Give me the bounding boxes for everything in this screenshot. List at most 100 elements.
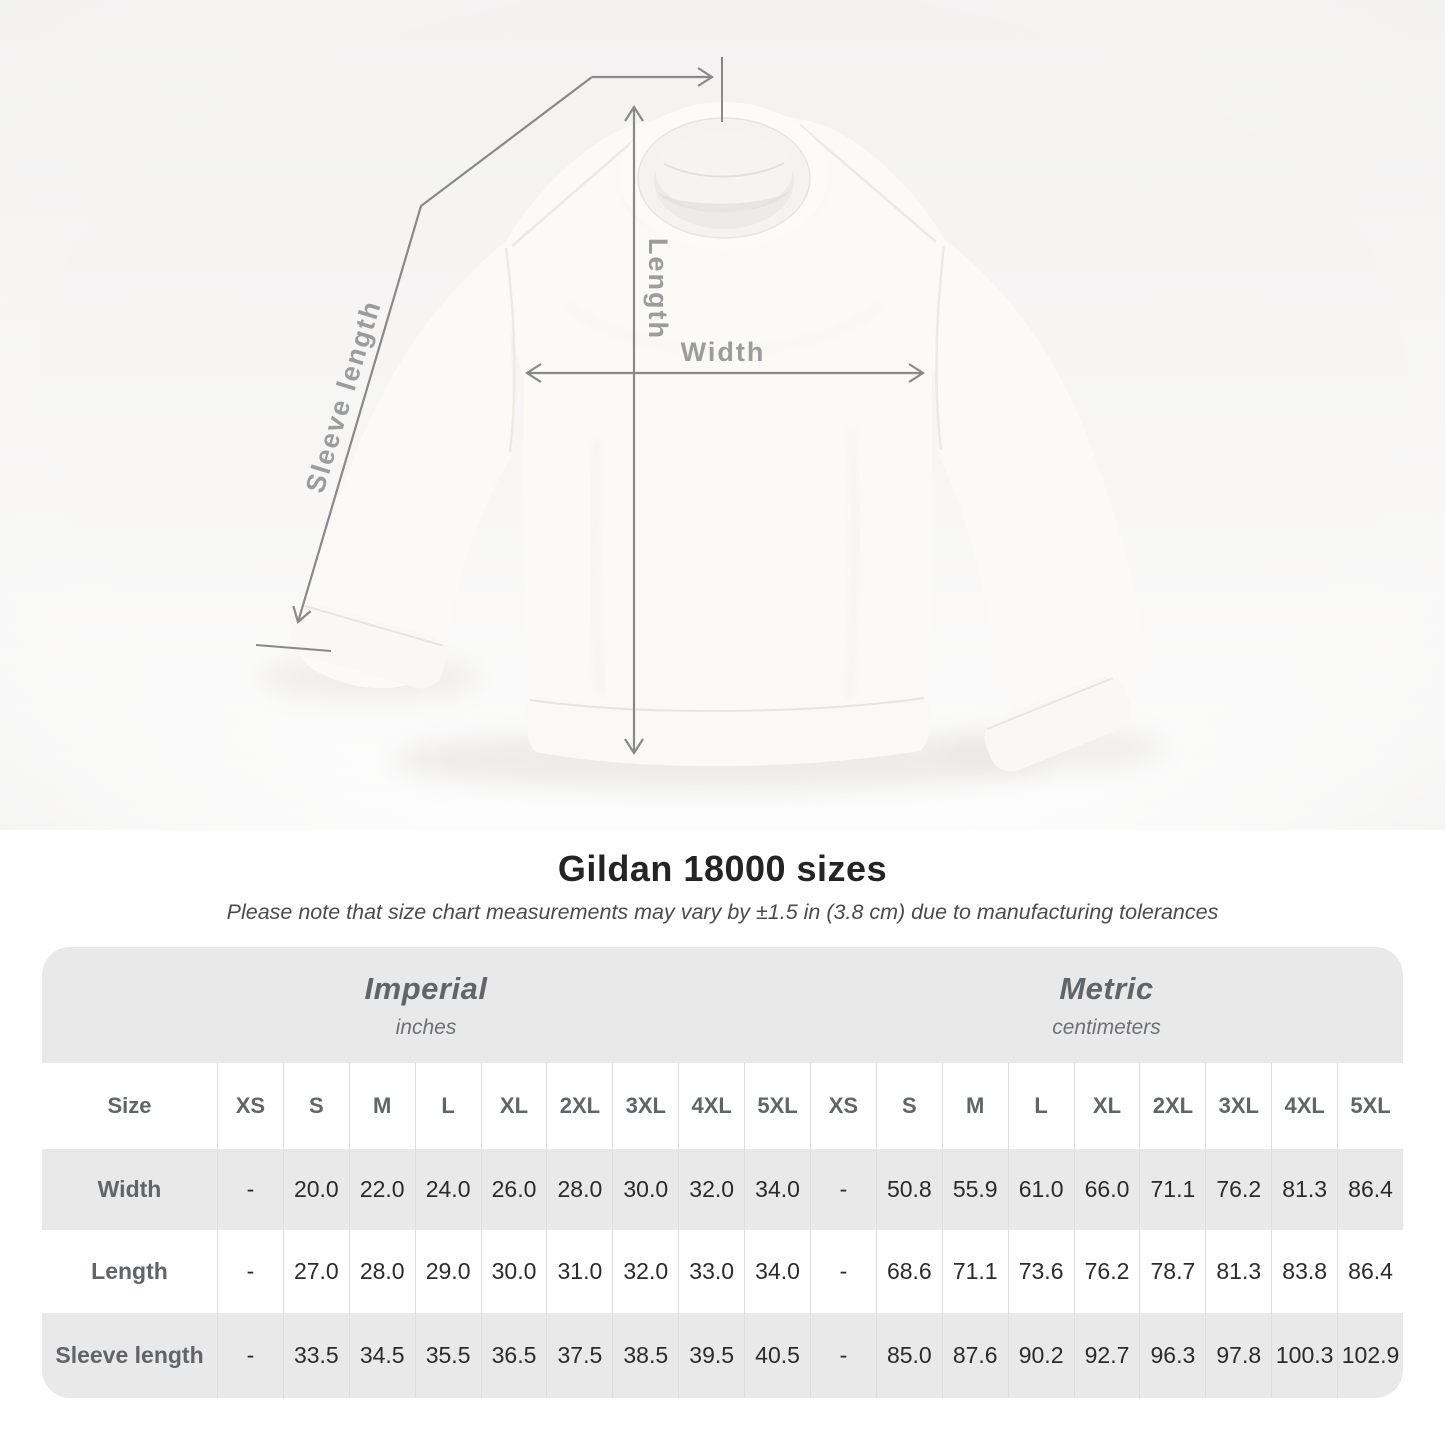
table-cell: - — [809, 1230, 876, 1313]
table-cell: 100.3 — [1271, 1313, 1337, 1398]
table-cell: 83.8 — [1271, 1230, 1337, 1313]
row-label: Sleeve length — [55, 1342, 204, 1368]
table-cell: 33.5 — [282, 1313, 349, 1398]
size-table: Imperial inches Metric centimeters Size X… — [42, 947, 1403, 1398]
size-column-header: M — [941, 1063, 1008, 1149]
table-cell: 86.4 — [1337, 1230, 1403, 1313]
size-column-header: 3XL — [612, 1063, 678, 1149]
table-cell: 32.0 — [612, 1230, 678, 1313]
table-cell: - — [217, 1313, 283, 1398]
table-cell: 28.0 — [348, 1230, 415, 1313]
metric-subtitle: centimeters — [1052, 1015, 1161, 1039]
table-cell: 71.1 — [1139, 1149, 1205, 1230]
table-cell: 87.6 — [941, 1313, 1008, 1398]
table-cell: 92.7 — [1073, 1313, 1140, 1398]
table-cell: 78.7 — [1139, 1230, 1205, 1313]
table-cell: 71.1 — [941, 1230, 1008, 1313]
size-column-header: 5XL — [1337, 1063, 1403, 1149]
table-cell: 76.2 — [1073, 1230, 1140, 1313]
size-column-header: 5XL — [744, 1063, 810, 1149]
table-cell: 29.0 — [414, 1230, 481, 1313]
size-column-header: S — [282, 1063, 349, 1149]
size-column-header: 3XL — [1205, 1063, 1271, 1149]
metric-header: Metric centimeters — [810, 947, 1403, 1063]
size-column-header: 4XL — [1271, 1063, 1337, 1149]
size-column-header: 2XL — [1139, 1063, 1205, 1149]
product-photo-section: Length Width Sleeve length — [0, 0, 1445, 830]
size-column-header: M — [348, 1063, 415, 1149]
size-label: Size — [107, 1093, 152, 1118]
size-header-row: Size XS S M L XL 2XL 3XL 4XL 5XL XS S M L XL 2XL 3XL 4XL 5… — [42, 1063, 1403, 1149]
tolerance-note: Please note that size chart measurements… — [226, 900, 1219, 924]
table-cell: 81.3 — [1205, 1230, 1271, 1313]
table-cell: - — [809, 1149, 876, 1230]
table-cell: 90.2 — [1007, 1313, 1074, 1398]
row-label: Width — [97, 1176, 162, 1202]
table-cell: 68.6 — [875, 1230, 942, 1313]
page-title: Gildan 18000 sizes — [557, 848, 888, 889]
size-table-grid: Size XS S M L XL 2XL 3XL 4XL 5XL XS S M L XL 2XL 3XL 4XL 5… — [42, 1063, 1403, 1398]
unit-header-band: Imperial inches Metric centimeters — [42, 947, 1403, 1063]
table-cell: 35.5 — [414, 1313, 481, 1398]
table-cell: 30.0 — [612, 1149, 678, 1230]
table-cell: 26.0 — [480, 1149, 547, 1230]
sweatshirt-right-sleeve — [937, 240, 1145, 726]
size-column-header: L — [414, 1063, 481, 1149]
table-row: Width -20.0 22.0 24.0 26.0 28.0 30.0 32.0 34.0-5… — [42, 1149, 1403, 1230]
table-cell: 102.9 — [1337, 1313, 1403, 1398]
table-cell: 22.0 — [348, 1149, 415, 1230]
table-cell: 38.5 — [612, 1313, 678, 1398]
table-cell: 61.0 — [1007, 1149, 1074, 1230]
sweatshirt-left-cuff — [289, 603, 447, 689]
table-cell: 39.5 — [678, 1313, 744, 1398]
metric-title: Metric — [1059, 970, 1154, 1006]
imperial-header: Imperial inches — [42, 947, 810, 1063]
table-cell: 31.0 — [546, 1230, 612, 1313]
table-cell: 86.4 — [1337, 1149, 1403, 1230]
table-cell: 34.0 — [744, 1149, 810, 1230]
table-cell: 40.5 — [744, 1313, 810, 1398]
table-cell: 34.0 — [744, 1230, 810, 1313]
sweatshirt-diagram: Length Width Sleeve length — [0, 0, 1445, 830]
table-cell: 34.5 — [348, 1313, 415, 1398]
table-cell: 97.8 — [1205, 1313, 1271, 1398]
sleeve-measure-line — [292, 76, 593, 624]
size-column-header: L — [1007, 1063, 1074, 1149]
table-cell: 30.0 — [480, 1230, 547, 1313]
table-cell: 66.0 — [1073, 1149, 1140, 1230]
table-cell: - — [217, 1230, 283, 1313]
size-column-header: XL — [1073, 1063, 1140, 1149]
sweatshirt-right-cuff — [984, 676, 1132, 772]
table-cell: 28.0 — [546, 1149, 612, 1230]
table-cell: 85.0 — [875, 1313, 942, 1398]
width-label: Width — [681, 337, 766, 367]
table-cell: 33.0 — [678, 1230, 744, 1313]
size-column-header: XS — [809, 1063, 876, 1149]
table-cell: 24.0 — [414, 1149, 481, 1230]
table-cell: 37.5 — [546, 1313, 612, 1398]
sweatshirt-body — [503, 112, 948, 724]
sweatshirt-left-sleeve — [295, 242, 513, 689]
table-cell: - — [809, 1313, 876, 1398]
table-cell: 81.3 — [1271, 1149, 1337, 1230]
table-cell: 20.0 — [282, 1149, 349, 1230]
table-row: Length -27.0 28.0 29.0 30.0 31.0 32.0 33.0 34.0-… — [42, 1230, 1403, 1313]
table-cell: 55.9 — [941, 1149, 1008, 1230]
length-label: Length — [643, 238, 673, 340]
table-row: Sleeve length -33.5 34.5 35.5 36.5 37.5 38.5 39… — [42, 1313, 1403, 1398]
table-cell: 76.2 — [1205, 1149, 1271, 1230]
table-cell: - — [217, 1149, 283, 1230]
table-cell: 36.5 — [480, 1313, 547, 1398]
sweatshirt-graphic — [289, 102, 1145, 772]
table-cell: 27.0 — [282, 1230, 349, 1313]
size-column-header: S — [875, 1063, 942, 1149]
imperial-subtitle: inches — [395, 1015, 457, 1039]
table-cell: 96.3 — [1139, 1313, 1205, 1398]
sleeve-reference-tick — [255, 644, 332, 652]
size-column-header: 4XL — [678, 1063, 744, 1149]
sweatshirt-collar — [620, 102, 828, 250]
row-label: Length — [91, 1258, 168, 1284]
table-cell: 73.6 — [1007, 1230, 1074, 1313]
table-cell: 32.0 — [678, 1149, 744, 1230]
